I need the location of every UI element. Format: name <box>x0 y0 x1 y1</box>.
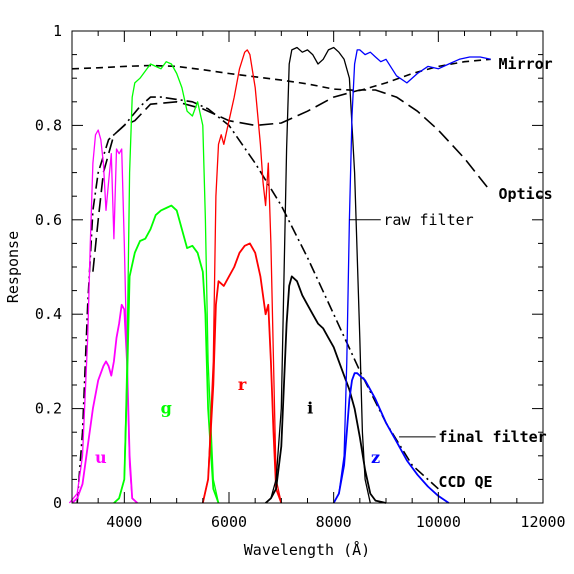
series-ccd-qe-line <box>76 96 439 504</box>
band-label-r: r <box>238 375 247 394</box>
series-r-final-line <box>201 242 283 504</box>
series-i-final-line <box>265 275 387 504</box>
curves-layer <box>68 46 492 504</box>
annotation-final-filter: final filter <box>438 428 546 446</box>
series-g-final-line <box>113 204 220 504</box>
x-tick-label: 8000 <box>316 513 352 531</box>
y-tick-label: 0.2 <box>35 400 62 418</box>
series-z-final-line <box>332 372 450 504</box>
series-i-raw-line <box>265 46 371 504</box>
annotation-mirror: Mirror <box>499 55 553 73</box>
y-tick-label: 0.6 <box>35 211 62 229</box>
y-tick-label: 0.8 <box>35 116 62 134</box>
leader-lines <box>349 219 436 438</box>
x-tick-label: 4000 <box>106 513 142 531</box>
text-labels: 4000 6000 8000 10000 12000 0 0.2 0.4 0.6 0.8 1 Mirr… <box>35 22 566 531</box>
series-z-raw-line <box>333 49 491 504</box>
x-tick-label: 12000 <box>520 513 565 531</box>
annotation-raw-filter: raw filter <box>383 211 473 229</box>
y-tick-label: 0.4 <box>35 305 62 323</box>
band-label-z: z <box>371 448 380 467</box>
series-g-raw-line <box>113 61 220 504</box>
series-r-raw-line <box>202 49 282 504</box>
annotation-ccd-qe: CCD QE <box>438 473 492 491</box>
axis-ticks <box>71 30 544 504</box>
y-tick-label: 0 <box>53 494 62 512</box>
band-label-u: u <box>95 448 107 467</box>
y-axis-title: Response <box>4 231 22 303</box>
x-tick-label: 10000 <box>416 513 461 531</box>
y-tick-label: 1 <box>53 22 62 40</box>
x-tick-label: 6000 <box>211 513 247 531</box>
band-label-i: i <box>307 399 313 418</box>
series-u-raw-line <box>68 129 138 504</box>
band-label-g: g <box>161 399 172 418</box>
x-axis-title: Wavelength (Å) <box>244 540 370 559</box>
series-optics-line <box>92 89 492 272</box>
annotation-optics: Optics <box>499 185 553 203</box>
